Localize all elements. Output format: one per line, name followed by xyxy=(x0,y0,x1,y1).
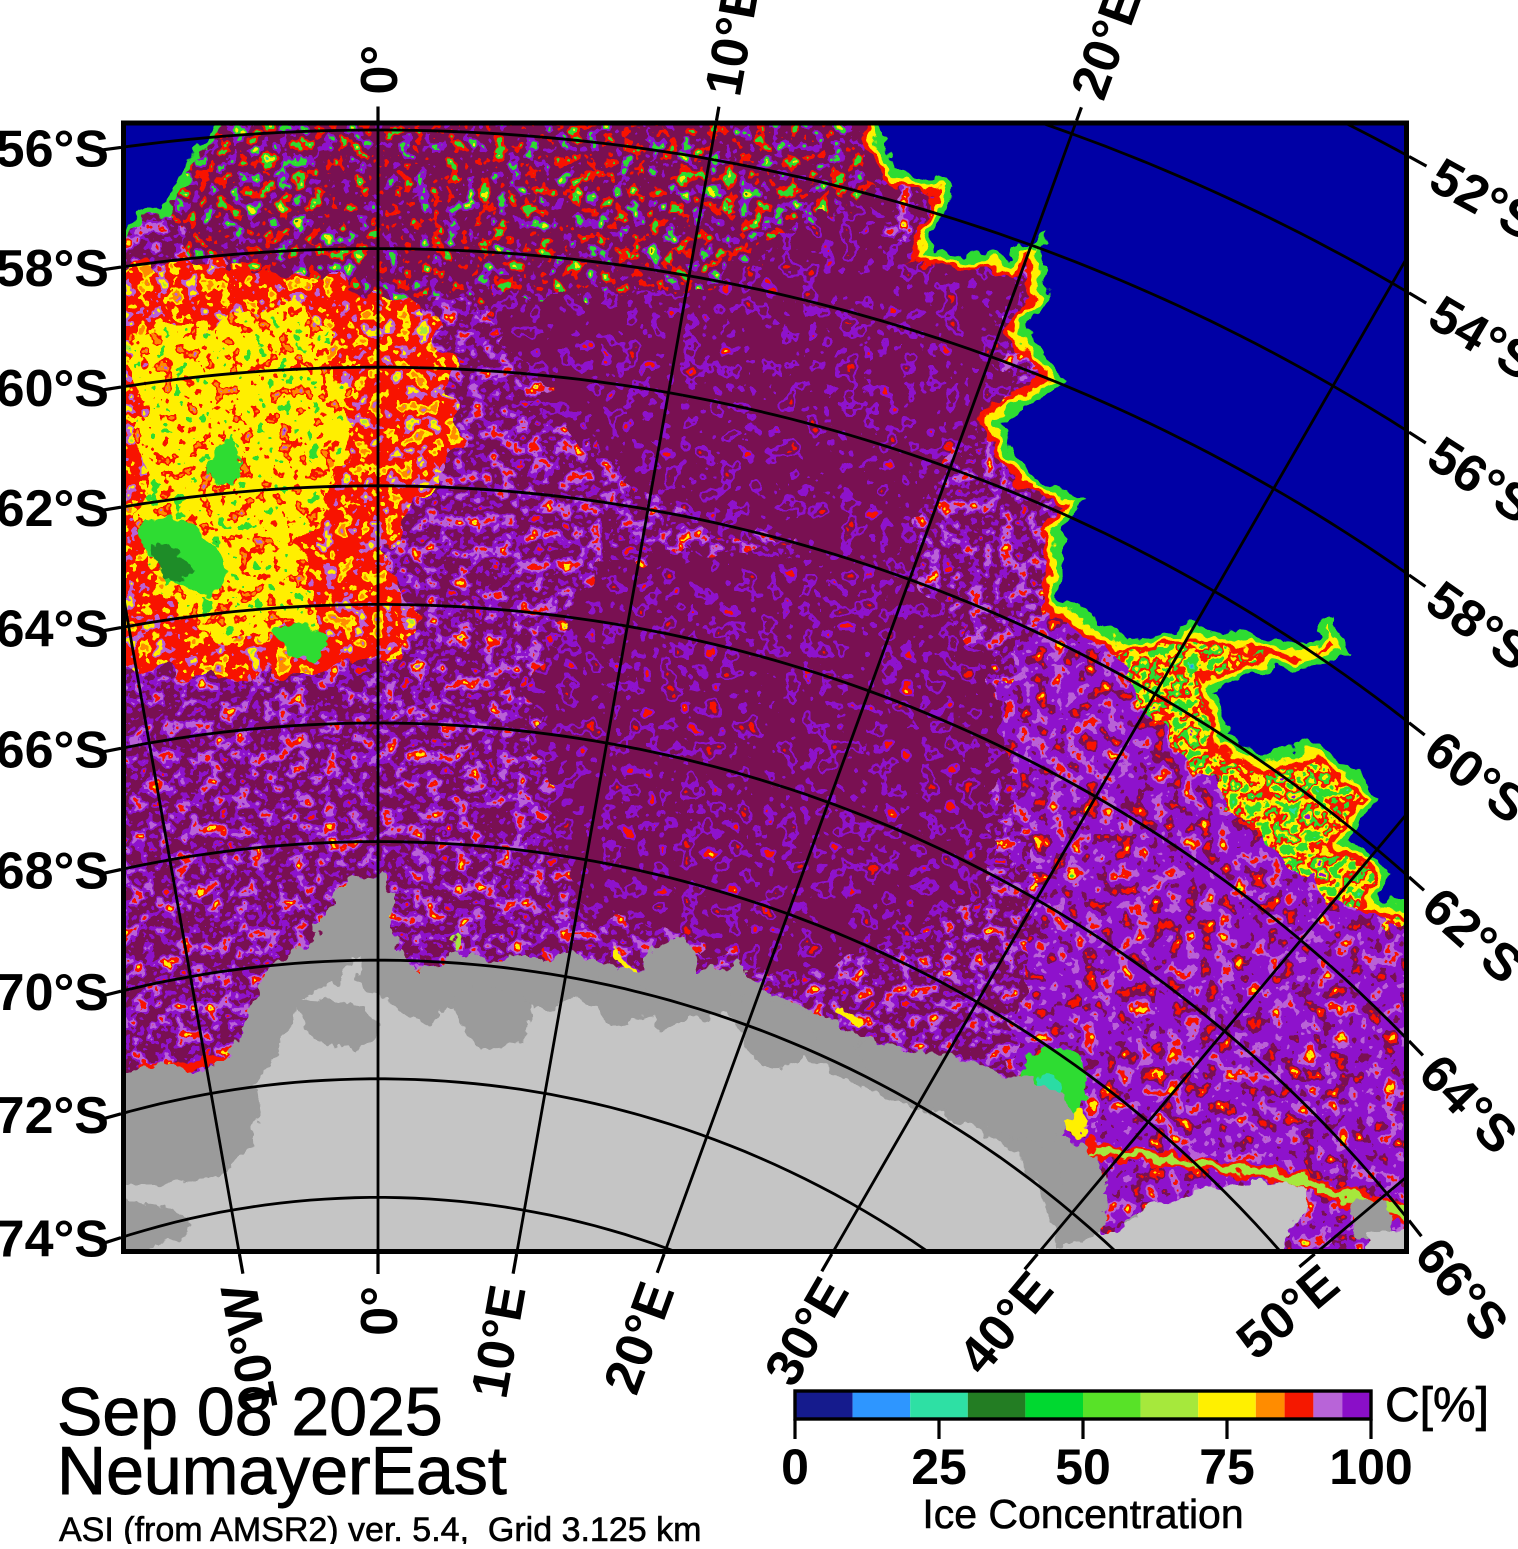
svg-text:60°S: 60°S xyxy=(0,360,109,418)
svg-text:74°S: 74°S xyxy=(0,1211,109,1269)
svg-text:64°S: 64°S xyxy=(0,601,109,659)
svg-text:75: 75 xyxy=(1199,1439,1255,1495)
svg-text:Ice Concentration: Ice Concentration xyxy=(922,1491,1243,1537)
svg-text:ASI (from AMSR2) ver. 5.4, Gr: ASI (from AMSR2) ver. 5.4, Grid 3.125 km xyxy=(59,1511,701,1544)
svg-text:C[%]: C[%] xyxy=(1385,1379,1489,1432)
svg-text:100: 100 xyxy=(1329,1439,1412,1495)
svg-text:68°S: 68°S xyxy=(0,843,109,901)
svg-text:62°S: 62°S xyxy=(0,480,109,538)
svg-text:0: 0 xyxy=(781,1439,809,1495)
svg-text:72°S: 72°S xyxy=(0,1087,109,1145)
svg-text:NeumayerEast: NeumayerEast xyxy=(57,1433,507,1509)
svg-text:58°S: 58°S xyxy=(0,240,109,298)
svg-text:56°S: 56°S xyxy=(0,120,109,178)
svg-text:0°: 0° xyxy=(351,45,409,95)
svg-text:25: 25 xyxy=(911,1439,967,1495)
svg-text:66°S: 66°S xyxy=(0,721,109,779)
svg-text:50: 50 xyxy=(1055,1439,1111,1495)
svg-text:0°: 0° xyxy=(351,1286,409,1336)
svg-text:70°S: 70°S xyxy=(0,964,109,1022)
